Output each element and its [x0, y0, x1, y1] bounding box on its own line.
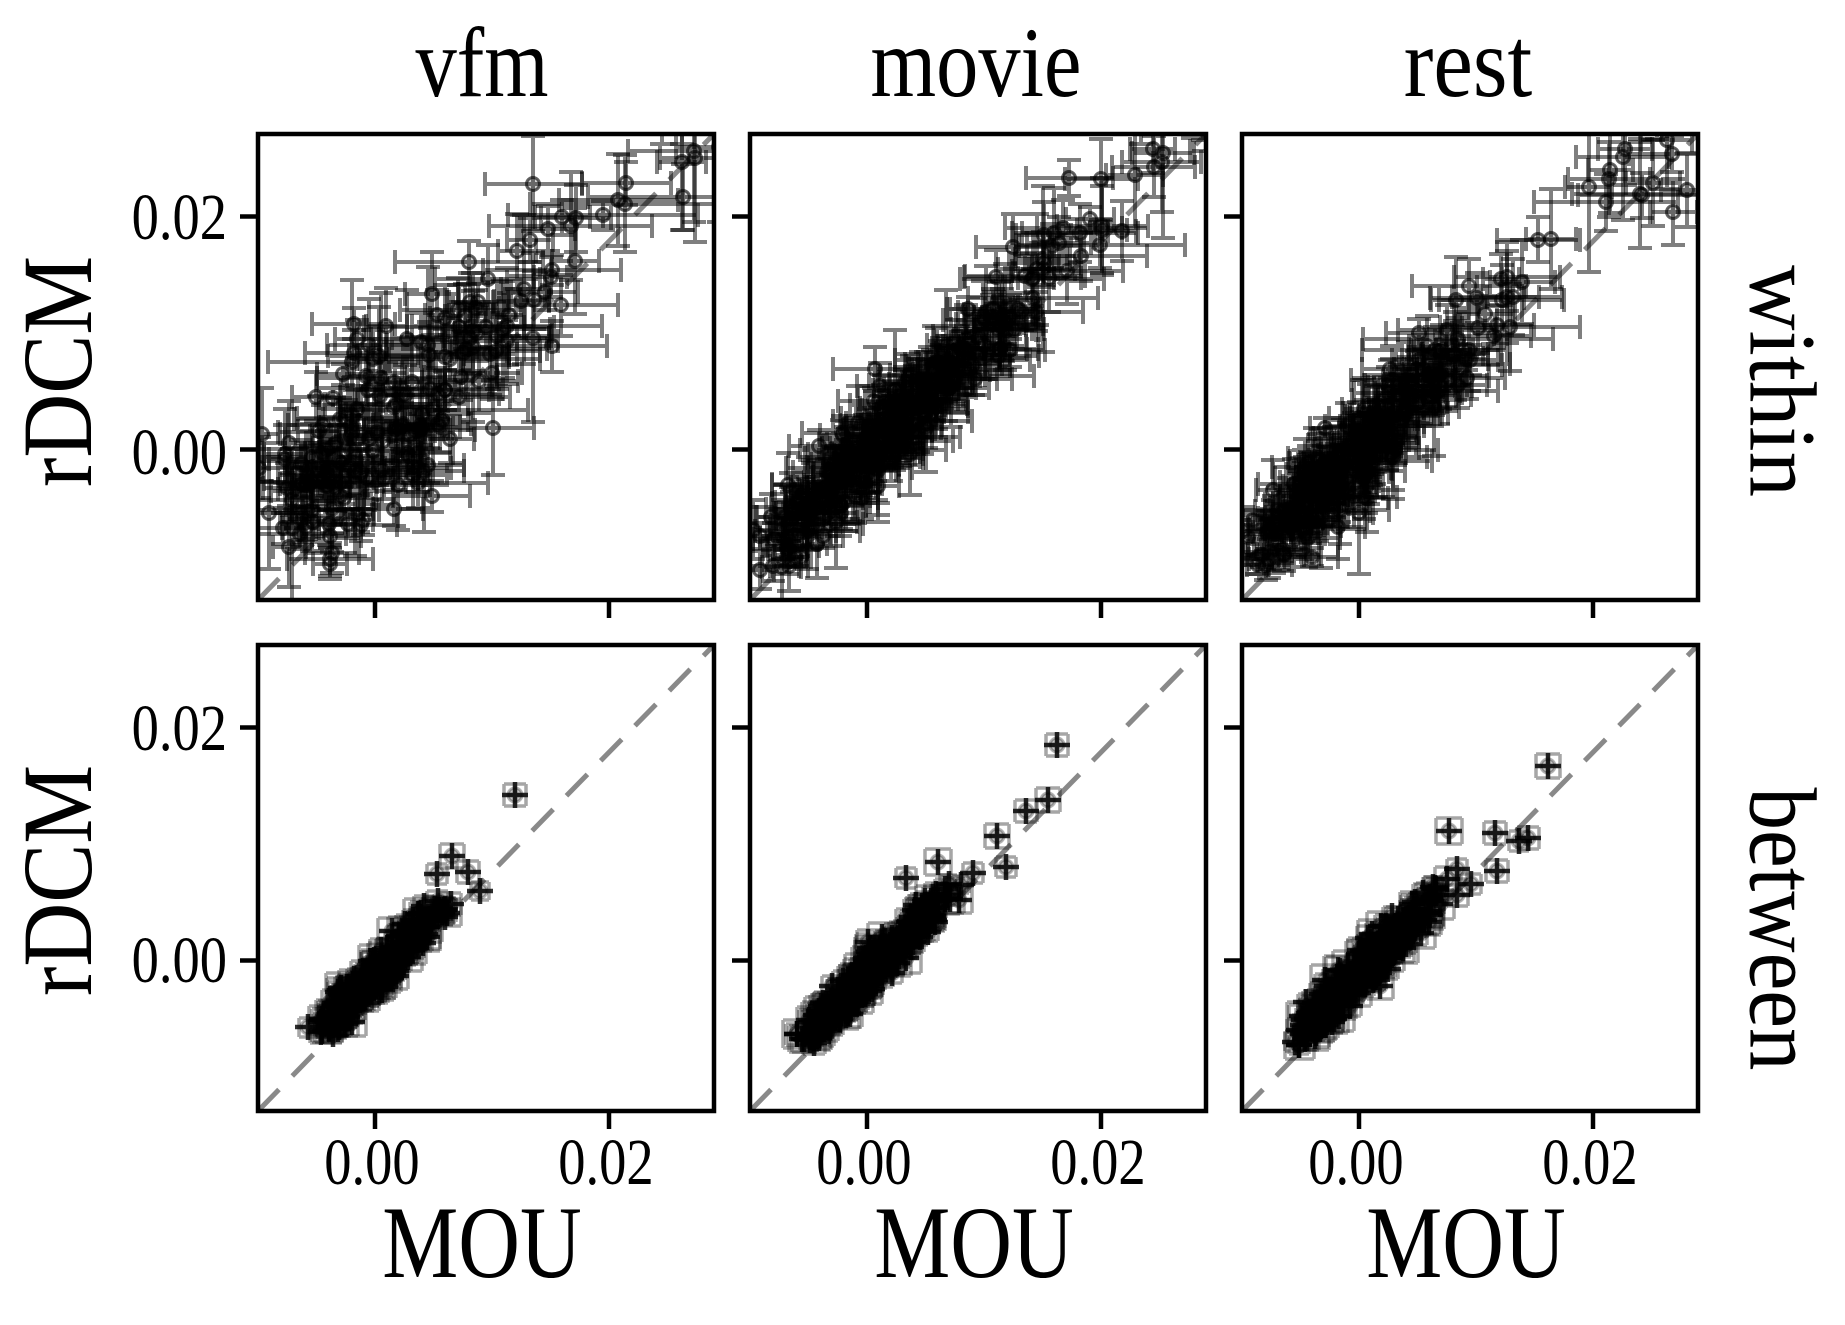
svg-text:between: between	[1729, 788, 1833, 1071]
svg-text:0.00: 0.00	[132, 416, 227, 489]
svg-text:rDCM: rDCM	[3, 765, 113, 996]
svg-text:0.02: 0.02	[132, 181, 227, 254]
svg-text:0.02: 0.02	[558, 1126, 653, 1199]
svg-text:rDCM: rDCM	[3, 256, 113, 487]
svg-text:0.00: 0.00	[1308, 1126, 1403, 1199]
svg-text:MOU: MOU	[874, 1187, 1073, 1300]
svg-text:0.00: 0.00	[132, 924, 227, 997]
svg-text:0.02: 0.02	[1050, 1126, 1145, 1199]
svg-text:0.00: 0.00	[816, 1126, 911, 1199]
svg-text:rest: rest	[1404, 8, 1532, 118]
svg-text:MOU: MOU	[382, 1187, 581, 1300]
svg-text:0.00: 0.00	[324, 1126, 419, 1199]
svg-text:0.02: 0.02	[132, 692, 227, 765]
svg-text:movie: movie	[871, 8, 1082, 118]
svg-text:within: within	[1729, 265, 1834, 497]
svg-text:vfm: vfm	[415, 7, 548, 118]
svg-text:MOU: MOU	[1366, 1187, 1565, 1300]
svg-text:0.02: 0.02	[1542, 1126, 1637, 1199]
